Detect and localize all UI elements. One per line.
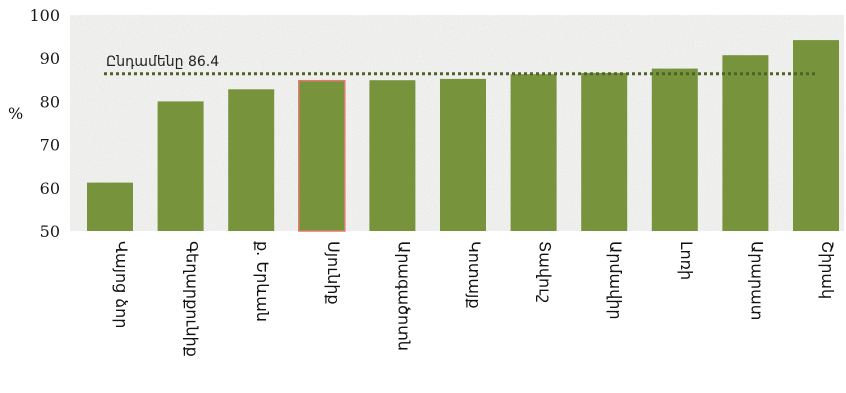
category-label: Արմավիր — [606, 241, 625, 320]
category-label: Կոտայք — [465, 241, 484, 309]
y-tick-label: 100 — [29, 6, 60, 25]
bar-4 — [298, 79, 346, 232]
bar-6 — [440, 78, 486, 232]
bar-1 — [87, 182, 133, 231]
y-tick-label: 50 — [40, 222, 60, 241]
y-axis-label: % — [8, 104, 23, 123]
bar-11 — [793, 40, 839, 231]
bar-5 — [369, 80, 416, 231]
category-label: Վայոց ձոր — [112, 241, 131, 328]
category-label: Շիրակ — [818, 241, 837, 299]
y-tick-label: 90 — [40, 49, 60, 68]
category-label: ք. Երևան — [253, 241, 272, 322]
bar-10 — [722, 55, 769, 232]
y-tick-label: 80 — [40, 92, 60, 111]
bar-7 — [510, 74, 557, 231]
bar-3 — [228, 89, 275, 231]
reference-line-label: Ընդամենը 86.4 — [106, 54, 219, 70]
category-label: Գեղարքունիք — [183, 241, 202, 357]
bar-2 — [157, 101, 204, 232]
category-label: Լոռի — [677, 241, 696, 280]
bar-8 — [581, 72, 628, 232]
category-label: Արագածոտն — [394, 241, 413, 351]
category-label: Տավուշ — [536, 241, 555, 303]
category-label: Արարատ — [747, 241, 766, 320]
bar-9 — [651, 68, 698, 231]
y-tick-label: 70 — [40, 136, 60, 155]
category-label: Սյունիք — [324, 241, 343, 305]
y-tick-label: 60 — [40, 179, 60, 198]
